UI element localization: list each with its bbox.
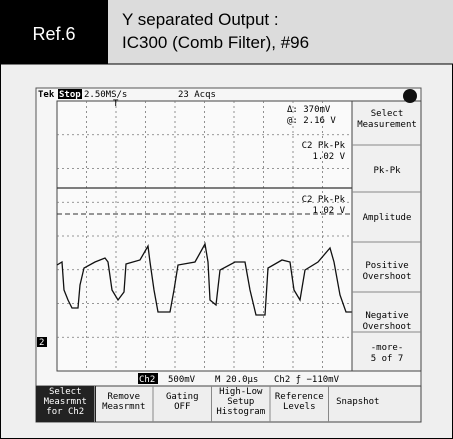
bottom-menu-item: OFF (174, 402, 190, 412)
bottom-menu-item: Select (49, 387, 82, 397)
trigger-marker: T (113, 99, 119, 109)
page: Ref.6 Y separated Output : IC300 (Comb Fil… (0, 0, 453, 439)
side-menu-item: -more- (371, 343, 404, 353)
bottom-menu-item: Reference (275, 392, 324, 402)
bottom-menu-item: for Ch2 (46, 407, 84, 417)
side-menu-item: Positive (365, 261, 408, 271)
bottom-menu-item: Remove (107, 392, 140, 402)
side-menu-item: Amplitude (363, 213, 412, 223)
channel-marker: 2 (39, 338, 44, 348)
side-menu-item: Pk-Pk (373, 166, 401, 176)
readout-timebase: M 20.0µs (215, 375, 258, 385)
side-menu-item: Overshoot (363, 322, 412, 332)
bottom-menu-item: High-Low (219, 387, 263, 397)
side-menu-item: Select (371, 109, 404, 119)
bottom-menu-item: Measrmnt (102, 402, 145, 412)
bottom-menu-item: Histogram (216, 407, 265, 417)
bottom-menu-item: Snapshot (336, 397, 379, 407)
status-knob (403, 89, 417, 103)
readout-channel: Ch2 (139, 375, 155, 385)
cursor-readout: Δ: 370mV (287, 105, 331, 115)
bottom-menu-item: Gating (166, 392, 199, 402)
bottom-menu-item: Measrmnt (44, 397, 87, 407)
measurement: 1.02 V (312, 206, 345, 216)
readout-scale: 500mV (168, 375, 196, 385)
side-menu-item: Measurement (357, 120, 417, 130)
sample-rate: 2.50MS/s (84, 90, 127, 100)
run-status: Stop (59, 90, 81, 100)
side-menu-item: 5 of 7 (371, 354, 404, 364)
bottom-menu-item: Setup (227, 397, 254, 407)
title-line: Y separated Output : (122, 10, 279, 29)
title-line: IC300 (Comb Filter), #96 (122, 33, 309, 52)
side-menu-item: Negative (365, 311, 408, 321)
brand: Tek (38, 90, 55, 100)
readout-trigger: Ch2 ƒ −110mV (274, 375, 340, 385)
measurement: C2 Pk-Pk (302, 195, 346, 205)
bottom-menu-item: Levels (283, 402, 316, 412)
measurement: 1.02 V (312, 152, 345, 162)
acquisitions: 23 Acqs (178, 90, 216, 100)
side-menu-item: Overshoot (363, 272, 412, 282)
ref-label: Ref.6 (32, 24, 75, 44)
cursor-readout: @: 2.16 V (287, 116, 336, 126)
reference-card: Ref.6 Y separated Output : IC300 (Comb Fil… (0, 0, 453, 439)
measurement: C2 Pk-Pk (302, 141, 346, 151)
